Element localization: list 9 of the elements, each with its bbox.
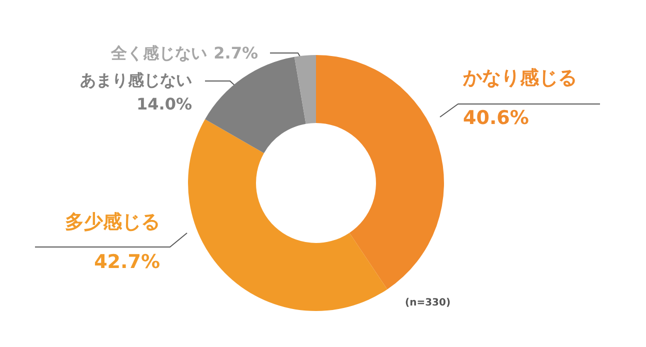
data-label: 14.0% [136, 94, 192, 114]
slice-label: 多少感じる [65, 211, 160, 233]
slice-label: あまり感じない [80, 70, 192, 90]
data-label: 2.7% [214, 44, 258, 62]
data-label: 40.6% [463, 107, 529, 129]
slice-label: 全く感じない [110, 44, 207, 62]
data-label: 42.7% [94, 251, 160, 273]
slice-label: かなり感じる [462, 67, 577, 89]
text: (n=330) [405, 298, 451, 308]
